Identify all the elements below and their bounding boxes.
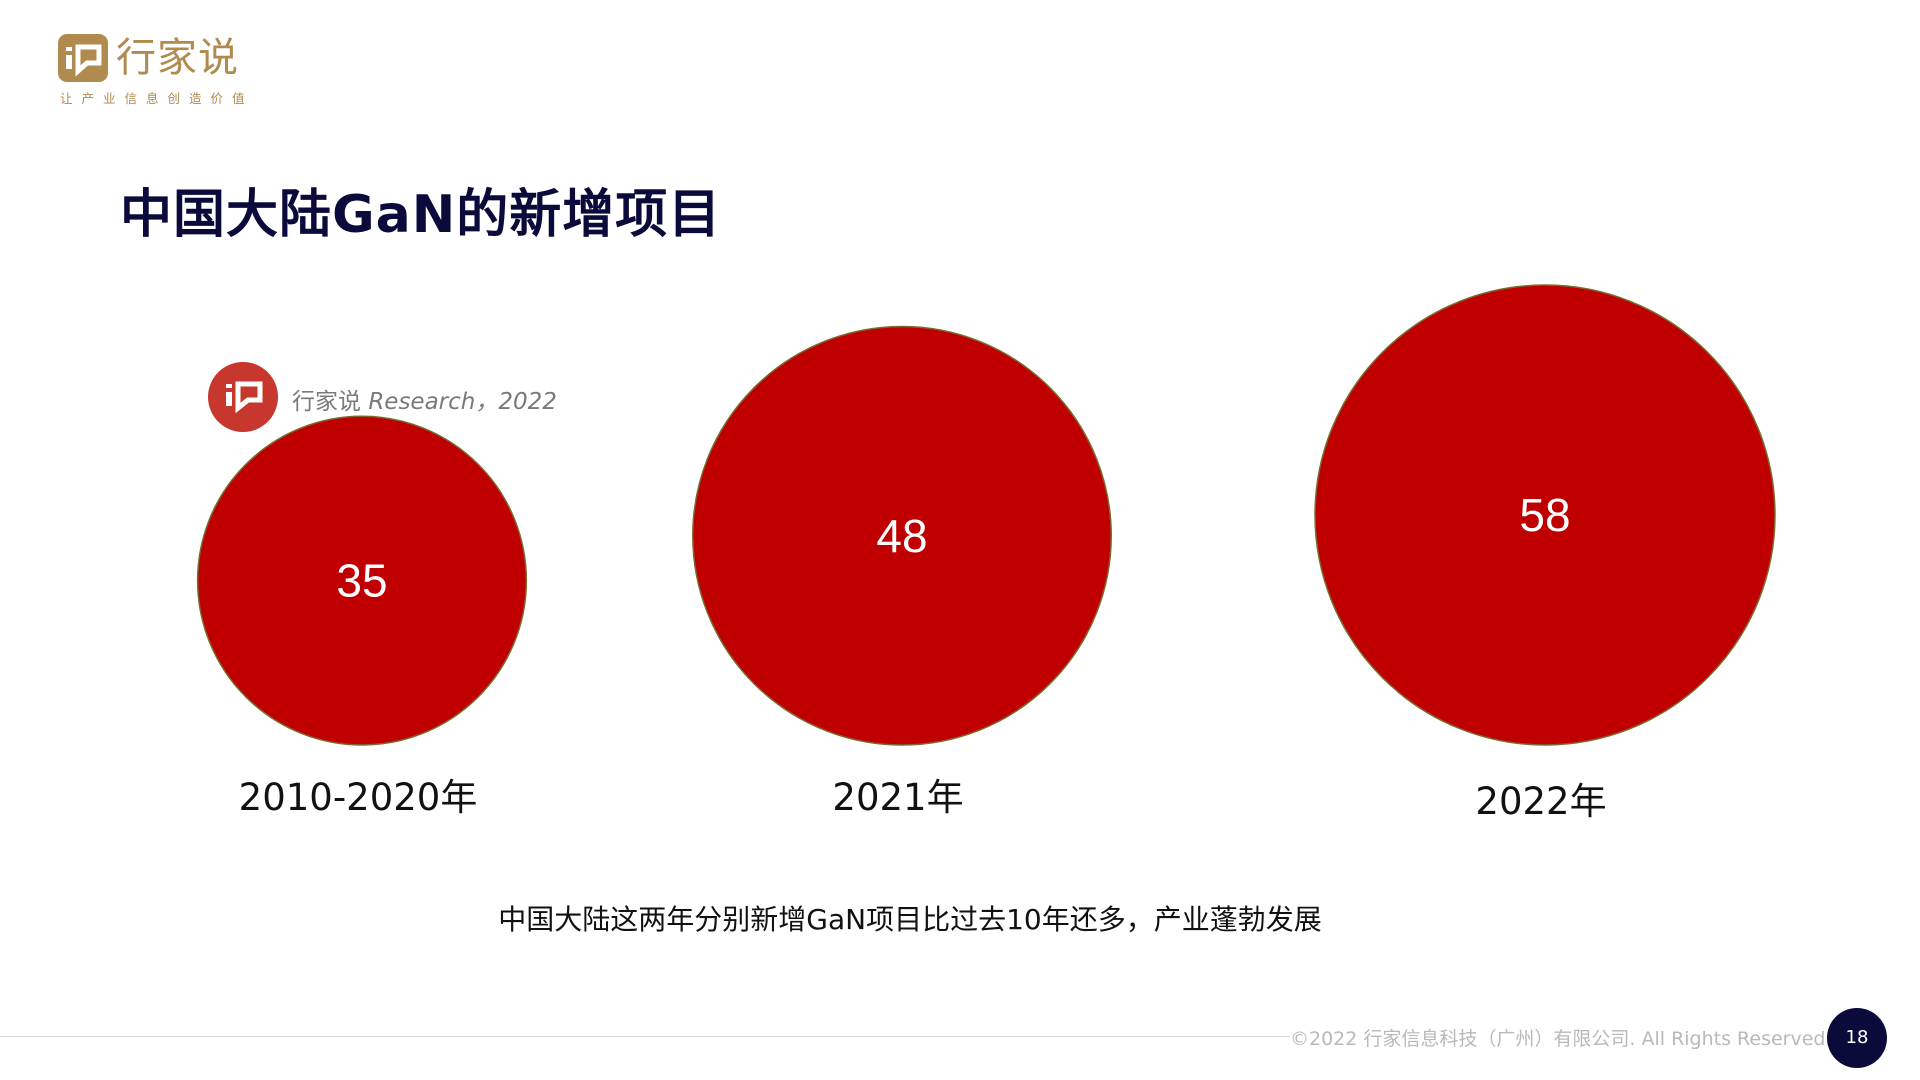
copyright-text: ©2022 行家信息科技（广州）有限公司. All Rights Reserve… xyxy=(1290,1028,1832,1050)
bubble-value-label: 48 xyxy=(876,510,927,562)
source-badge-icon xyxy=(208,362,278,432)
category-label: 2022年 xyxy=(1475,780,1606,823)
bubble-2 xyxy=(1314,284,1776,746)
page-title: 中国大陆GaN的新增项目 xyxy=(120,185,722,245)
brand-logo: 行家说 让产业信息创造价值 xyxy=(58,34,318,114)
source-label: Research，2022 xyxy=(368,389,557,415)
footer-divider xyxy=(0,1036,1290,1037)
bubble-0 xyxy=(196,415,528,746)
bubble-value-label: 35 xyxy=(336,555,387,607)
category-label: 2010-2020年 xyxy=(239,776,478,819)
chat-bubble-logo-icon xyxy=(58,34,108,82)
page-number: 18 xyxy=(1827,1008,1887,1068)
source-text: 行家说 Research，2022 xyxy=(292,382,557,416)
source-prefix: 行家说 xyxy=(292,389,361,415)
chart-caption: 中国大陆这两年分别新增GaN项目比过去10年还多，产业蓬勃发展 xyxy=(498,903,1322,936)
bubble-value-label: 58 xyxy=(1519,489,1570,541)
brand-name: 行家说 xyxy=(116,35,239,81)
category-label: 2021年 xyxy=(832,776,963,819)
brand-tagline: 让产业信息创造价值 xyxy=(60,91,254,106)
bubble-1 xyxy=(692,325,1112,746)
source-note: 行家说 Research，2022 xyxy=(208,362,608,432)
